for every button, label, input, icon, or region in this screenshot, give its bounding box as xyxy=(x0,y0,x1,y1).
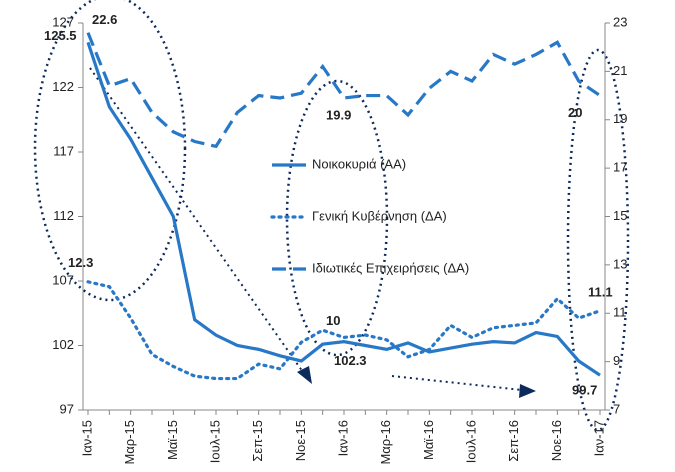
x-tick-label: Μαϊ-15 xyxy=(165,420,180,460)
x-tick-label: Ιαν-17 xyxy=(591,420,606,456)
series-line xyxy=(86,41,601,377)
y2-tick-label: 17 xyxy=(613,160,627,175)
x-tick-label: Ιουλ-15 xyxy=(207,420,222,463)
x-tick-label: Μαρ-15 xyxy=(122,420,137,465)
data-label: 125.5 xyxy=(44,28,77,43)
y2-tick-label: 19 xyxy=(613,111,627,126)
y2-tick-label: 13 xyxy=(613,256,627,271)
y-tick-label: 122 xyxy=(52,79,74,94)
y-tick-label: 102 xyxy=(52,337,74,352)
x-tick-label: Σεπ-15 xyxy=(250,420,265,462)
y2-tick-label: 9 xyxy=(613,353,620,368)
series-line xyxy=(86,32,601,149)
x-tick-label: Μαϊ-16 xyxy=(421,420,436,460)
legend-label: Ιδιωτικές Επιχειρήσεις (ΔΑ) xyxy=(312,260,469,275)
y2-tick-label: 23 xyxy=(613,14,627,29)
data-label: 12.3 xyxy=(68,255,93,270)
y-tick-label: 117 xyxy=(53,143,74,158)
x-tick-label: Ιαν-15 xyxy=(79,420,94,456)
x-tick-label: Μαρ-16 xyxy=(378,420,393,465)
x-tick-label: Νοε-15 xyxy=(293,420,308,461)
y2-tick-label: 15 xyxy=(613,208,627,223)
data-label: 11.1 xyxy=(588,284,613,299)
x-tick-label: Νοε-16 xyxy=(549,420,564,461)
x-tick-label: Ιαν-16 xyxy=(335,420,350,456)
y-tick-label: 107 xyxy=(52,272,74,287)
data-label: 20 xyxy=(568,105,582,120)
x-tick-label: Ιουλ-16 xyxy=(463,420,478,463)
y-tick-label: 127 xyxy=(52,14,74,29)
data-label: 22.6 xyxy=(92,12,117,27)
legend-label: Νοικοκυριά (ΑΑ) xyxy=(312,156,406,171)
y-tick-label: 97 xyxy=(60,401,74,416)
y2-tick-label: 11 xyxy=(613,305,627,320)
data-label: 99.7 xyxy=(572,383,597,398)
y-tick-label: 112 xyxy=(53,208,74,223)
data-label: 19.9 xyxy=(326,107,351,122)
y2-tick-label: 7 xyxy=(613,401,620,416)
y2-tick-label: 21 xyxy=(613,63,627,78)
series-line xyxy=(86,280,602,381)
highlight-ellipses xyxy=(33,0,630,432)
trend-arrows xyxy=(89,67,536,398)
legend-label: Γενική Κυβέρνηση (ΔΑ) xyxy=(312,208,447,223)
data-label: 10 xyxy=(326,313,340,328)
data-label: 102.3 xyxy=(334,353,367,368)
x-tick-label: Σεπ-16 xyxy=(506,420,521,462)
